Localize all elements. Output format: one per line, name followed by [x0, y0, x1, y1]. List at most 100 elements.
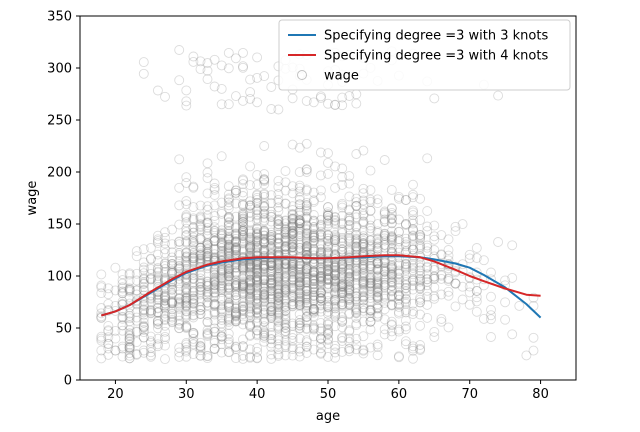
scatter-point: [358, 283, 369, 294]
scatter-point: [259, 330, 270, 341]
x-tick-label-60: 60: [391, 387, 408, 402]
scatter-point: [344, 250, 355, 261]
scatter-point: [252, 264, 263, 275]
scatter-point: [280, 265, 291, 276]
scatter-point: [259, 326, 270, 337]
scatter-point: [252, 264, 263, 275]
scatter-point: [117, 275, 128, 286]
scatter-point: [138, 307, 149, 318]
scatter-point: [188, 297, 199, 308]
scatter-point: [323, 218, 333, 229]
scatter-point: [273, 271, 284, 282]
scatter-point: [280, 229, 291, 240]
scatter-point: [273, 349, 284, 360]
scatter-point: [351, 244, 362, 255]
scatter-point: [365, 185, 376, 196]
scatter-point: [429, 245, 440, 255]
scatter-point: [337, 263, 348, 274]
scatter-point: [351, 320, 362, 331]
scatter-point: [315, 272, 326, 283]
scatter-point: [415, 243, 426, 254]
scatter-point: [280, 226, 291, 237]
scatter-point: [408, 215, 418, 226]
scatter-point: [167, 304, 178, 315]
scatter-point: [245, 321, 256, 332]
scatter-point: [230, 292, 241, 303]
scatter-point: [294, 276, 305, 286]
scatter-point: [181, 339, 192, 350]
scatter-point: [386, 291, 397, 302]
scatter-point: [216, 304, 227, 315]
scatter-point: [273, 309, 284, 320]
scatter-point: [408, 240, 418, 251]
x-tick-label-30: 30: [178, 387, 195, 402]
scatter-point: [245, 216, 256, 227]
scatter-point: [386, 232, 397, 243]
scatter-point: [337, 163, 348, 174]
scatter-point: [323, 319, 333, 330]
scatter-point: [145, 347, 156, 358]
scatter-point: [124, 313, 135, 324]
scatter-point: [195, 289, 206, 300]
scatter-point: [259, 267, 270, 278]
scatter-point: [301, 312, 312, 323]
scatter-point: [266, 235, 277, 246]
scatter-point: [238, 62, 248, 73]
scatter-point: [252, 265, 263, 276]
scatter-point: [181, 230, 192, 241]
scatter-point: [358, 292, 369, 303]
scatter-point: [344, 279, 355, 290]
scatter-point: [351, 307, 362, 318]
scatter-point: [266, 301, 277, 312]
scatter-point: [167, 311, 178, 322]
scatter-point: [323, 247, 333, 258]
scatter-point: [315, 270, 326, 281]
scatter-point: [358, 276, 369, 287]
scatter-point: [493, 90, 504, 101]
scatter-point: [209, 306, 220, 317]
scatter-point: [386, 214, 397, 225]
scatter-point: [216, 321, 227, 332]
scatter-point: [323, 202, 333, 212]
scatter-point: [245, 276, 256, 287]
scatter-point: [337, 264, 348, 275]
scatter-point: [280, 311, 291, 322]
scatter-point: [301, 266, 312, 277]
scatter-point: [238, 282, 248, 293]
scatter-point: [259, 297, 270, 308]
scatter-point: [230, 262, 241, 273]
scatter-point: [266, 227, 277, 238]
scatter-point: [238, 302, 248, 312]
scatter-point: [351, 222, 362, 233]
scatter-point: [252, 260, 263, 270]
scatter-point: [408, 225, 418, 236]
scatter-point: [287, 218, 298, 229]
scatter-point: [117, 269, 128, 280]
scatter-point: [344, 271, 355, 282]
scatter-point: [124, 275, 135, 286]
scatter-point: [259, 212, 270, 223]
scatter-point: [195, 256, 206, 267]
scatter-point: [252, 303, 263, 314]
scatter-point: [160, 292, 170, 303]
scatter-point: [273, 238, 284, 249]
scatter-point: [294, 343, 305, 354]
scatter-point: [181, 288, 192, 298]
scatter-point: [245, 285, 256, 296]
scatter-point: [273, 181, 284, 192]
scatter-point: [195, 345, 206, 356]
scatter-point: [259, 238, 270, 249]
scatter-point: [266, 263, 277, 273]
scatter-point: [344, 255, 355, 266]
scatter-point: [167, 298, 178, 308]
scatter-point: [400, 298, 411, 309]
scatter-point: [422, 291, 433, 302]
y-tick-label-150: 150: [47, 218, 72, 233]
scatter-point: [337, 271, 348, 282]
scatter-point: [252, 277, 263, 288]
scatter-point: [351, 269, 362, 280]
scatter-point: [117, 313, 128, 324]
scatter-point: [337, 198, 348, 209]
scatter-point: [280, 272, 291, 283]
scatter-point: [174, 263, 185, 274]
